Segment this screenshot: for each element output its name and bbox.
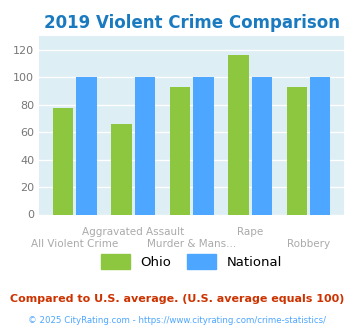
Bar: [310, 78, 331, 214]
Bar: [170, 87, 190, 214]
Bar: [193, 78, 214, 214]
Legend: Ohio, National: Ohio, National: [94, 248, 289, 276]
Bar: [228, 55, 248, 214]
Bar: [76, 78, 97, 214]
Title: 2019 Violent Crime Comparison: 2019 Violent Crime Comparison: [44, 14, 340, 32]
Bar: [111, 124, 132, 214]
Bar: [135, 78, 155, 214]
Text: © 2025 CityRating.com - https://www.cityrating.com/crime-statistics/: © 2025 CityRating.com - https://www.city…: [28, 316, 327, 325]
Bar: [252, 78, 272, 214]
Text: Compared to U.S. average. (U.S. average equals 100): Compared to U.S. average. (U.S. average …: [10, 294, 345, 304]
Bar: [286, 87, 307, 214]
Bar: [53, 108, 73, 214]
Text: Rape: Rape: [237, 227, 263, 237]
Text: Murder & Mans...: Murder & Mans...: [147, 240, 236, 249]
Text: Aggravated Assault: Aggravated Assault: [82, 227, 184, 237]
Text: All Violent Crime: All Violent Crime: [31, 240, 119, 249]
Text: Robbery: Robbery: [287, 240, 330, 249]
